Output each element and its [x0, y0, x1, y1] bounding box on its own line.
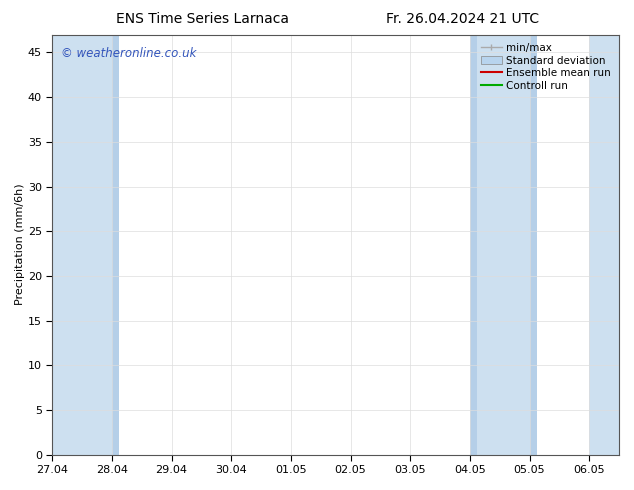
Bar	[477, 35, 529, 455]
Y-axis label: Precipitation (mm/6h): Precipitation (mm/6h)	[15, 184, 25, 305]
Bar	[589, 35, 619, 455]
Legend: min/max, Standard deviation, Ensemble mean run, Controll run: min/max, Standard deviation, Ensemble me…	[478, 40, 614, 94]
Bar	[112, 35, 119, 455]
Text: Fr. 26.04.2024 21 UTC: Fr. 26.04.2024 21 UTC	[386, 12, 540, 26]
Text: ENS Time Series Larnaca: ENS Time Series Larnaca	[117, 12, 289, 26]
Text: © weatheronline.co.uk: © weatheronline.co.uk	[61, 47, 196, 60]
Bar	[53, 35, 112, 455]
Bar	[470, 35, 477, 455]
Bar	[529, 35, 537, 455]
